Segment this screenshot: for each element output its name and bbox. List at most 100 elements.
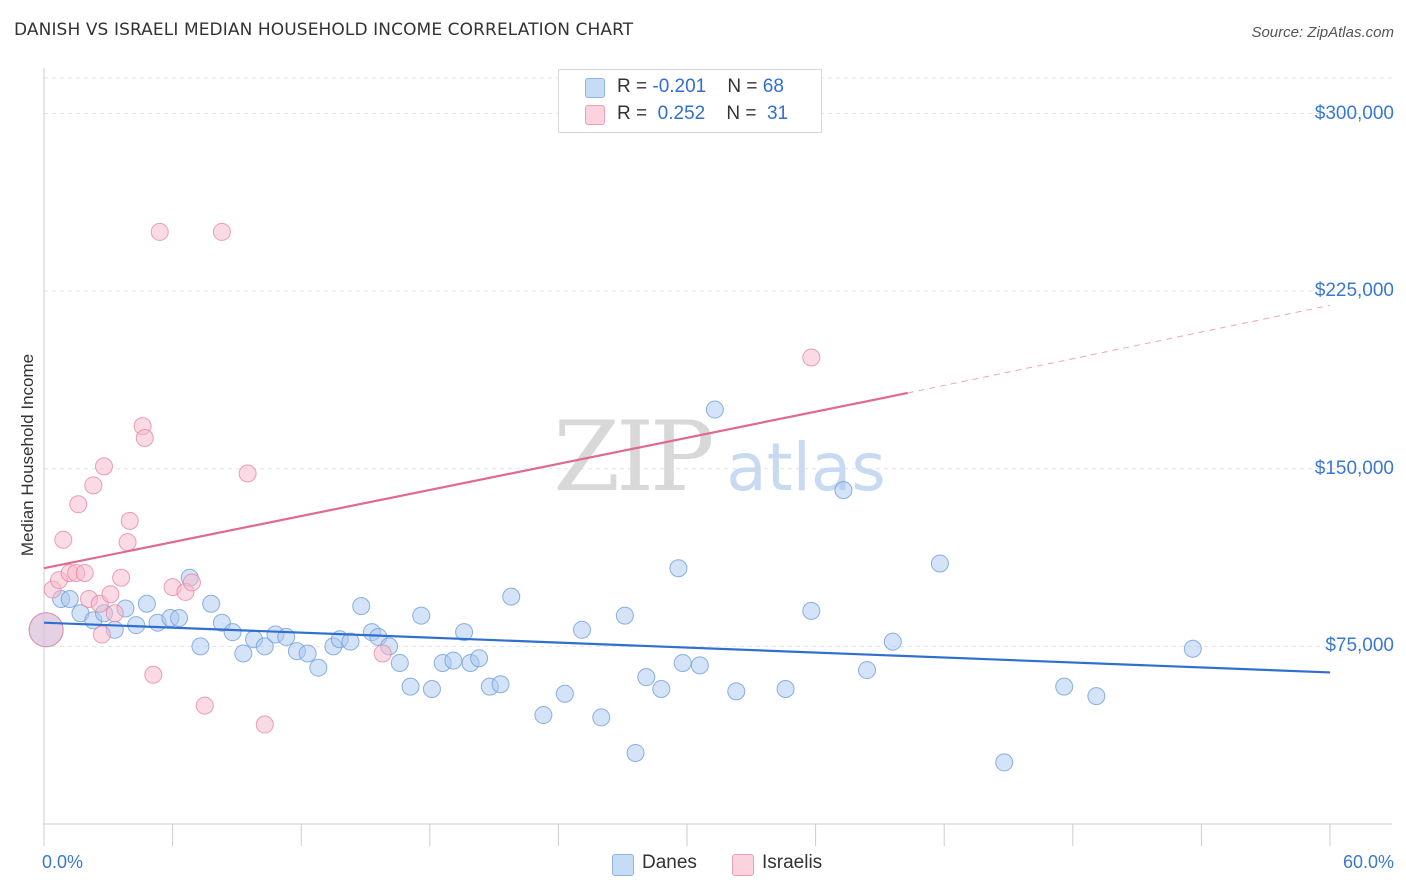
point-israelis xyxy=(135,428,154,447)
correlation-legend: R = -0.201 N = 68 R = 0.252 N = 31 xyxy=(558,69,822,133)
y-axis-label: Median Household Income xyxy=(18,353,37,557)
point-israelis xyxy=(150,222,169,241)
point-danes xyxy=(705,400,724,419)
point-danes xyxy=(652,680,671,699)
legend-r-label: R = xyxy=(617,76,653,97)
point-danes xyxy=(352,597,371,616)
point-danes xyxy=(60,590,79,609)
point-danes xyxy=(1055,677,1074,696)
source-label: Source: ZipAtlas.com xyxy=(1251,24,1394,41)
trend-lines xyxy=(43,304,1331,674)
point-danes xyxy=(412,606,431,625)
point-israelis xyxy=(101,585,120,604)
point-danes xyxy=(491,675,510,694)
watermark-zip: ZIP xyxy=(553,401,712,513)
point-israelis xyxy=(112,568,131,587)
bottom-legend-swatch-israelis xyxy=(732,854,754,876)
point-israelis xyxy=(182,573,201,592)
point-danes xyxy=(572,620,591,639)
point-danes xyxy=(502,587,521,606)
legend-r-value: 0.252 xyxy=(652,103,706,124)
point-danes xyxy=(615,606,634,625)
point-danes xyxy=(637,668,656,687)
point-danes xyxy=(858,661,877,680)
point-danes xyxy=(223,623,242,642)
point-israelis xyxy=(84,476,103,495)
point-danes xyxy=(137,594,156,613)
point-danes xyxy=(669,559,688,578)
legend-text-danes: R = -0.201 N = 68 xyxy=(617,76,784,98)
x-tick-max: 60.0% xyxy=(1342,852,1394,872)
trend-extension-israelis xyxy=(907,304,1331,394)
point-israelis xyxy=(373,644,392,663)
point-danes xyxy=(995,753,1014,772)
bottom-legend-swatch-danes xyxy=(612,854,634,876)
point-danes xyxy=(202,594,221,613)
trend-line-danes xyxy=(43,621,1331,674)
point-danes xyxy=(1087,687,1106,706)
legend-n-label: N = xyxy=(726,103,762,124)
point-danes xyxy=(390,653,409,672)
point-israelis xyxy=(92,625,111,644)
y-tick-label: $150,000 xyxy=(1314,457,1394,479)
point-israelis xyxy=(95,457,114,476)
point-danes xyxy=(626,743,645,762)
point-israelis xyxy=(28,612,64,648)
point-danes xyxy=(191,637,210,656)
point-danes xyxy=(455,623,474,642)
point-israelis xyxy=(802,348,821,367)
point-danes xyxy=(341,632,360,651)
legend-swatch-israelis xyxy=(585,105,605,125)
watermark: ZIP atlas xyxy=(553,401,885,513)
legend-text-israelis: R = 0.252 N = 31 xyxy=(617,103,788,125)
point-israelis xyxy=(255,715,274,734)
point-danes xyxy=(883,632,902,651)
point-israelis xyxy=(195,696,214,715)
point-israelis xyxy=(118,533,137,552)
legend-swatch-danes xyxy=(585,78,605,98)
y-tick-label: $300,000 xyxy=(1314,102,1394,124)
point-danes xyxy=(422,680,441,699)
point-danes xyxy=(673,653,692,672)
point-israelis xyxy=(120,511,139,530)
point-danes xyxy=(234,644,253,663)
legend-r-value: -0.201 xyxy=(652,76,707,97)
point-danes xyxy=(470,649,489,668)
point-danes xyxy=(592,708,611,727)
point-israelis xyxy=(144,665,163,684)
point-danes xyxy=(690,656,709,675)
point-danes xyxy=(444,651,463,670)
legend-n-label: N = xyxy=(727,76,763,97)
data-points xyxy=(28,222,1202,772)
point-danes xyxy=(1183,639,1202,658)
point-israelis xyxy=(69,495,88,514)
point-danes xyxy=(170,608,189,627)
bottom-legend-label-danes: Danes xyxy=(642,852,697,873)
legend-n-value: 31 xyxy=(761,103,789,124)
point-danes xyxy=(534,706,553,725)
point-danes xyxy=(834,481,853,500)
point-danes xyxy=(401,677,420,696)
point-danes xyxy=(298,644,317,663)
point-danes xyxy=(309,658,328,677)
legend-n-value: 68 xyxy=(762,76,784,97)
watermark-atlas: atlas xyxy=(726,429,886,506)
point-danes xyxy=(255,637,274,656)
x-tick-min: 0.0% xyxy=(42,852,84,872)
point-israelis xyxy=(212,222,231,241)
point-danes xyxy=(727,682,746,701)
point-israelis xyxy=(238,464,257,483)
trend-line-israelis xyxy=(43,391,908,570)
grid-lines xyxy=(44,77,1392,647)
point-israelis xyxy=(105,604,124,623)
axes xyxy=(43,68,1392,846)
point-israelis xyxy=(54,530,73,549)
bottom-legend-label-israelis: Israelis xyxy=(762,852,823,873)
chart-title: DANISH VS ISRAELI MEDIAN HOUSEHOLD INCOM… xyxy=(14,20,634,40)
legend-r-label: R = xyxy=(617,103,653,124)
point-danes xyxy=(930,554,949,573)
y-tick-label: $75,000 xyxy=(1325,635,1394,657)
point-danes xyxy=(802,601,821,620)
point-danes xyxy=(776,680,795,699)
